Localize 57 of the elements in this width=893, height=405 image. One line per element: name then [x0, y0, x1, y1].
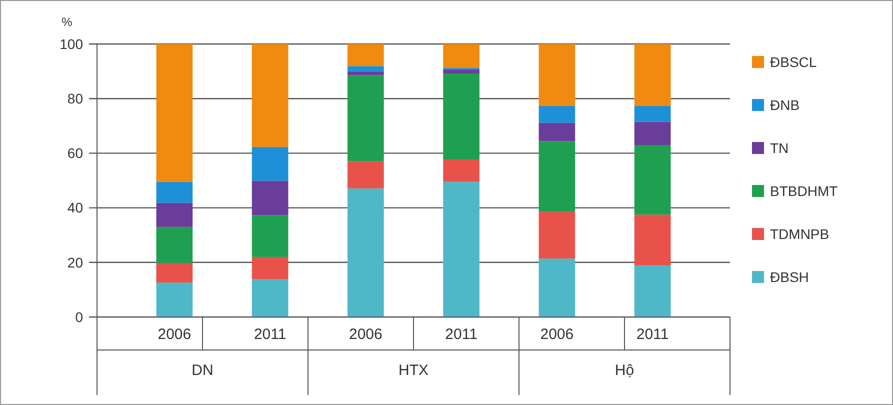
- legend-label: ĐBSH: [770, 268, 809, 285]
- bar: [252, 215, 288, 257]
- bar: [634, 145, 671, 215]
- bar: [252, 146, 288, 181]
- bar: [348, 75, 384, 162]
- bar: [634, 122, 671, 146]
- x-tick-label: 2006: [540, 326, 574, 343]
- bar: [443, 69, 480, 74]
- text: DN: [192, 362, 214, 379]
- legend-label: ĐNB: [770, 96, 800, 113]
- text: HTX: [398, 362, 428, 379]
- text: Hộ: [614, 362, 634, 379]
- y-tick-label: 100: [60, 36, 84, 52]
- bar: [156, 262, 193, 283]
- bar: [156, 44, 193, 182]
- bar: [156, 282, 193, 317]
- bar: [348, 188, 384, 317]
- x-tick-label: 2006: [158, 326, 192, 343]
- bar: [538, 106, 576, 123]
- bar: [348, 66, 384, 72]
- bar: [538, 141, 576, 212]
- legend-label: TDMNPB: [770, 226, 830, 242]
- bar: [538, 122, 576, 142]
- bar: [538, 44, 576, 106]
- bar: [443, 182, 480, 317]
- x-tick-label: 2011: [254, 326, 286, 343]
- bar: [443, 159, 480, 182]
- bar: [634, 214, 671, 266]
- bar: [156, 182, 193, 203]
- bar: [252, 180, 288, 216]
- y-tick-label: 40: [67, 200, 84, 216]
- y-tick-label: 80: [67, 90, 84, 106]
- bar: [348, 44, 384, 66]
- legend-label: ĐBSCL: [770, 54, 817, 70]
- bar: [348, 72, 384, 76]
- bar: [252, 279, 288, 317]
- bar: [634, 44, 671, 106]
- legend-label: TN: [770, 140, 789, 156]
- bar: [634, 106, 671, 122]
- bar: [634, 265, 671, 317]
- y-tick-label: 60: [67, 145, 84, 162]
- y-axis-title: %: [62, 15, 73, 29]
- bar: [538, 258, 576, 317]
- y-tick-label: 20: [67, 254, 84, 270]
- legend-label: BTBDHMT: [770, 182, 838, 199]
- bar: [252, 256, 288, 280]
- bar: [443, 44, 480, 68]
- x-tick-label: 2011: [445, 326, 478, 343]
- bar: [538, 212, 576, 259]
- x-tick-label: 2006: [349, 326, 382, 343]
- y-tick-label: 0: [75, 308, 84, 325]
- bar: [252, 44, 288, 147]
- bar: [443, 73, 480, 160]
- bar: [156, 226, 193, 263]
- x-tick-label: 2011: [636, 326, 669, 343]
- bar: [156, 202, 193, 227]
- bar: [348, 161, 384, 188]
